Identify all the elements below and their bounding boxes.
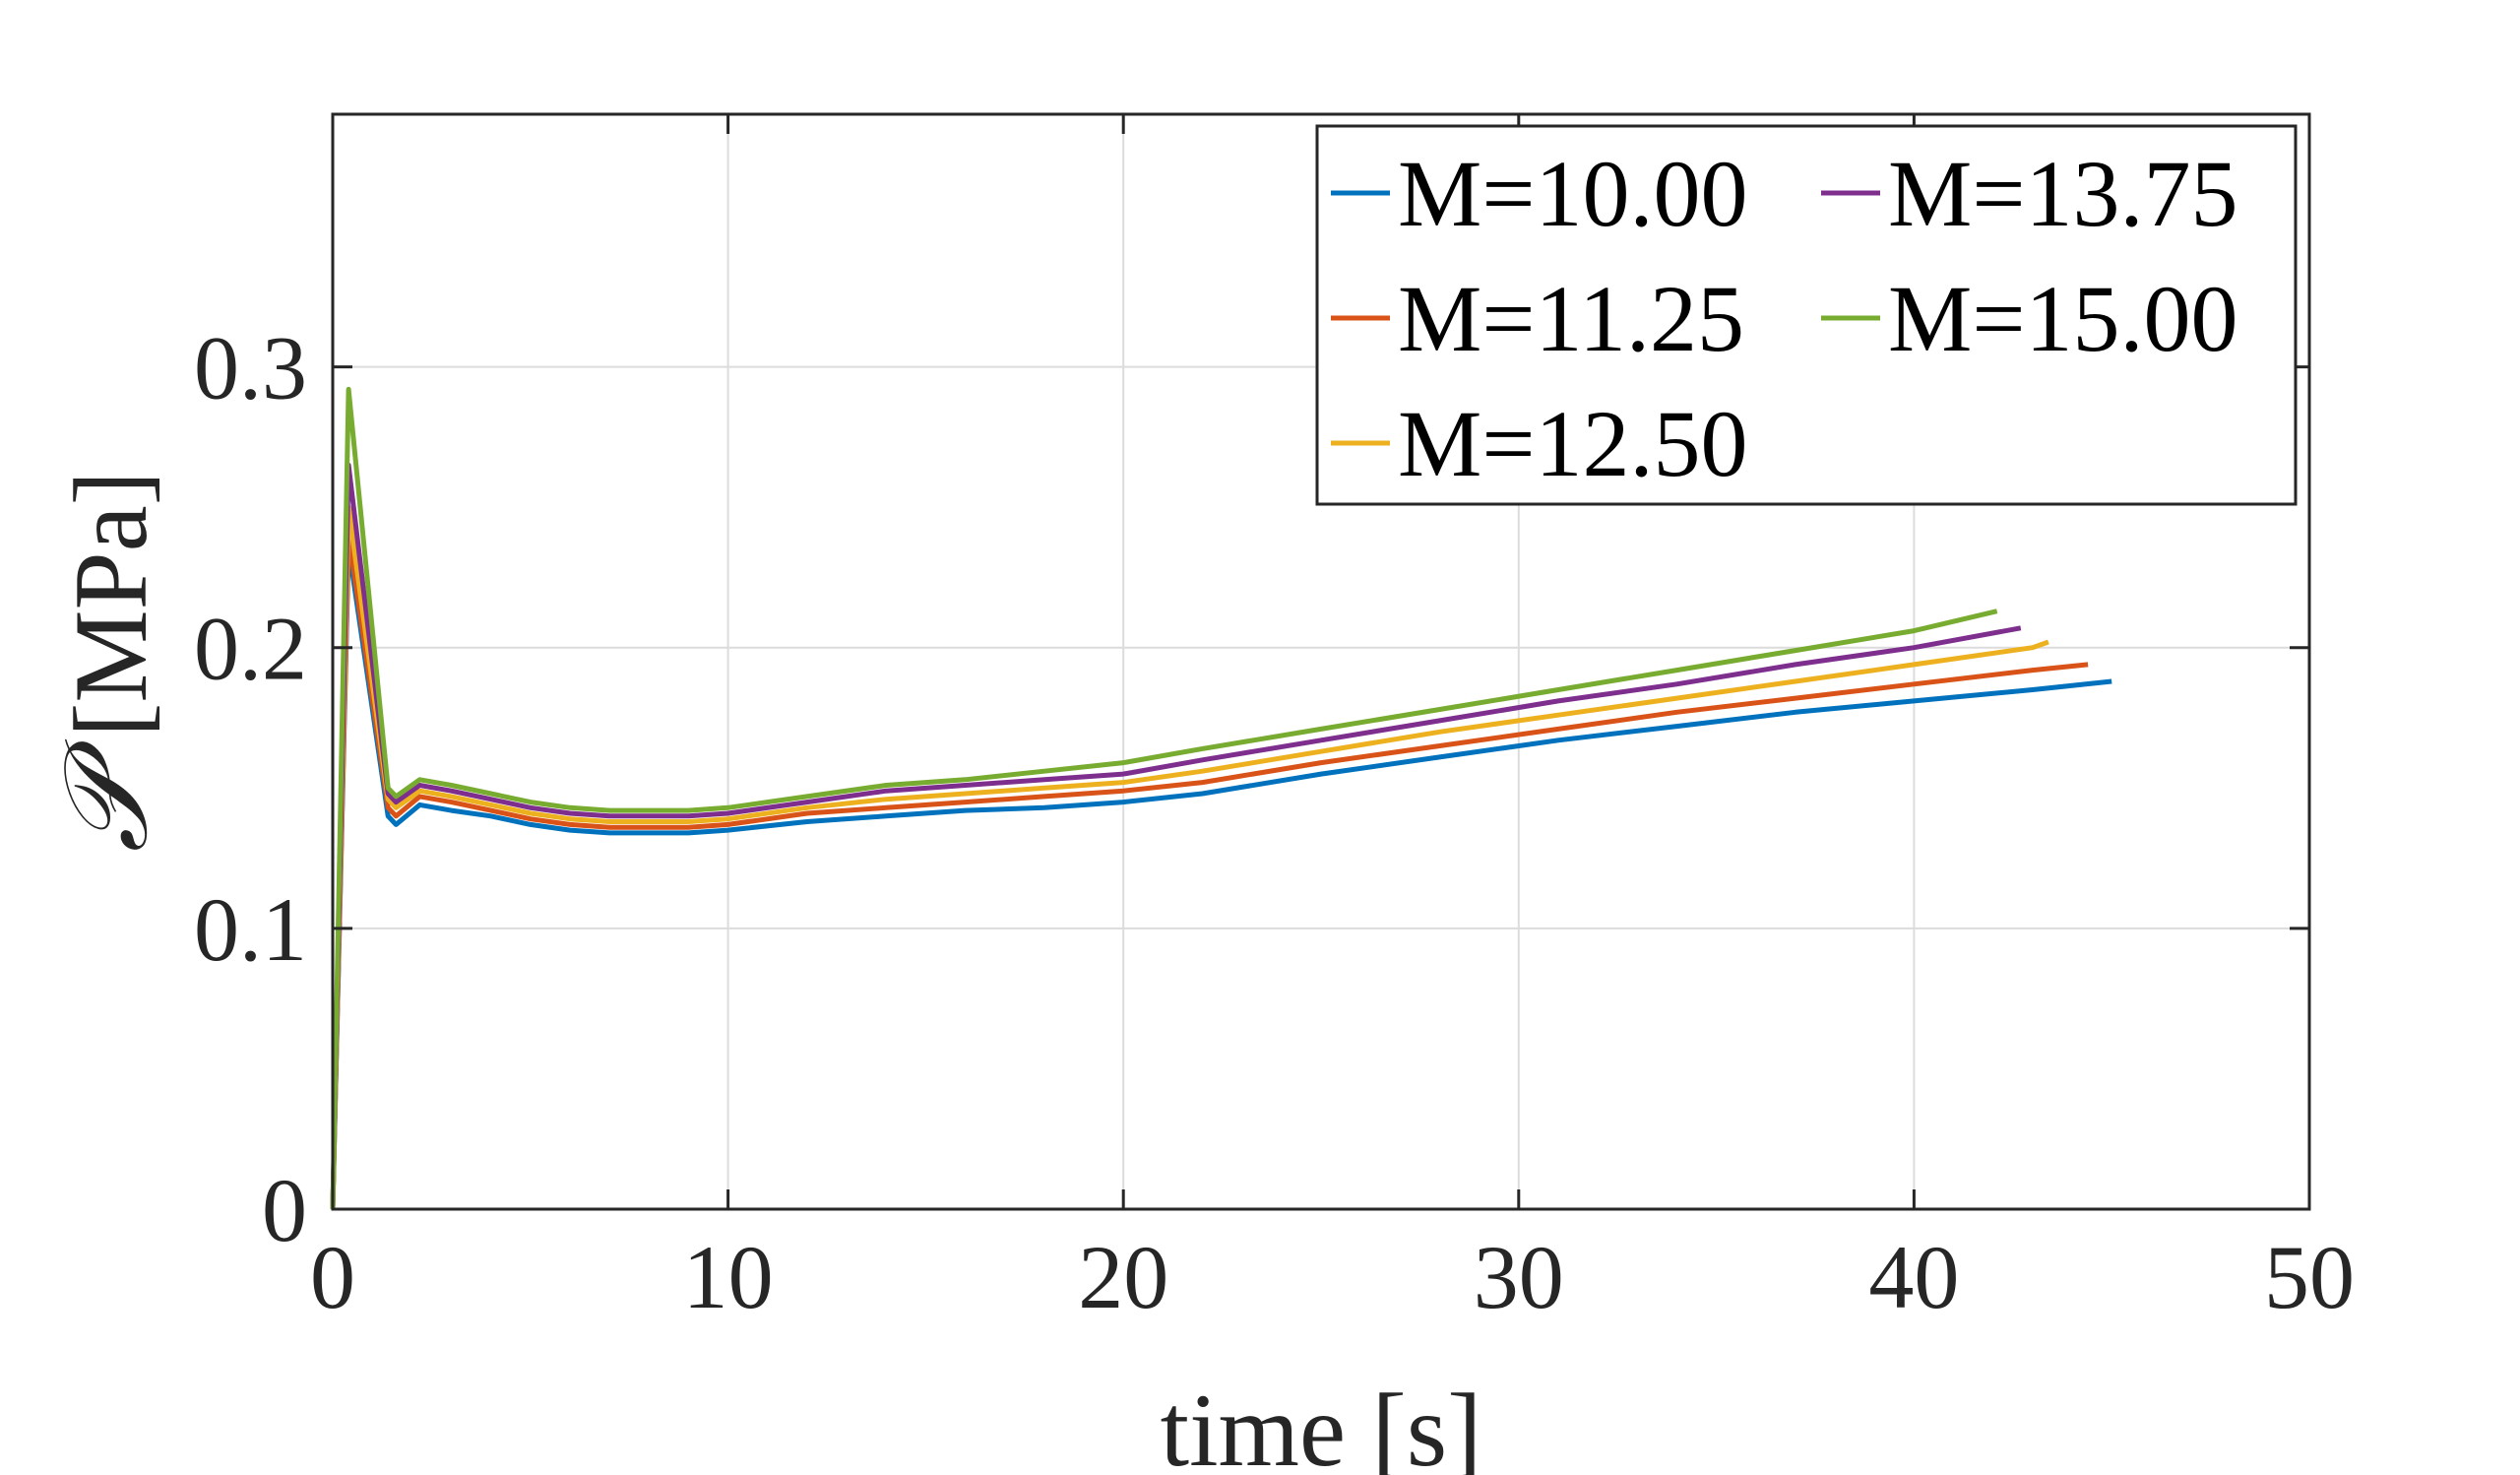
x-tick-label: 30	[1474, 1227, 1564, 1327]
y-axis-unit: [MPa]	[53, 471, 168, 738]
series-line-3	[330, 504, 2049, 1210]
legend-label: M=12.50	[1398, 391, 1748, 496]
x-tick-label: 10	[683, 1227, 774, 1327]
y-axis-label: 𝒫 [MPa]	[42, 471, 171, 853]
x-axis-label: time [s]	[1161, 1373, 1482, 1475]
legend-label: M=11.25	[1398, 266, 1744, 371]
series-line-4	[330, 462, 2022, 1210]
legend-box	[1315, 124, 2298, 506]
series-line-5	[330, 386, 1998, 1210]
plot-area-box	[331, 112, 2311, 1211]
series-line-2	[330, 533, 2089, 1210]
series-line-1	[330, 544, 2112, 1210]
svg-text:𝒫 [MPa]: 𝒫 [MPa]	[42, 471, 171, 853]
y-tick-label: 0.3	[194, 318, 307, 418]
y-tick-labels: 0 0.1 0.2 0.3	[194, 318, 307, 1260]
y-tick-label: 0.2	[194, 599, 307, 699]
legend-label: M=10.00	[1398, 141, 1748, 246]
x-tick-label: 20	[1078, 1227, 1168, 1327]
series-lines	[330, 386, 2112, 1210]
x-tick-labels: 0 10 20 30 40 50	[310, 1227, 2355, 1327]
y-tick-label: 0	[262, 1160, 307, 1260]
y-tick-label: 0.1	[194, 879, 307, 980]
x-tick-label: 40	[1868, 1227, 1959, 1327]
x-tick-label: 0	[310, 1227, 355, 1327]
legend-label: M=13.75	[1888, 141, 2238, 246]
legend-label: M=15.00	[1888, 266, 2238, 371]
legend: M=10.00 M=11.25 M=12.50 M=13.75 M=15.00	[1315, 124, 2298, 506]
x-tick-label: 50	[2264, 1227, 2355, 1327]
